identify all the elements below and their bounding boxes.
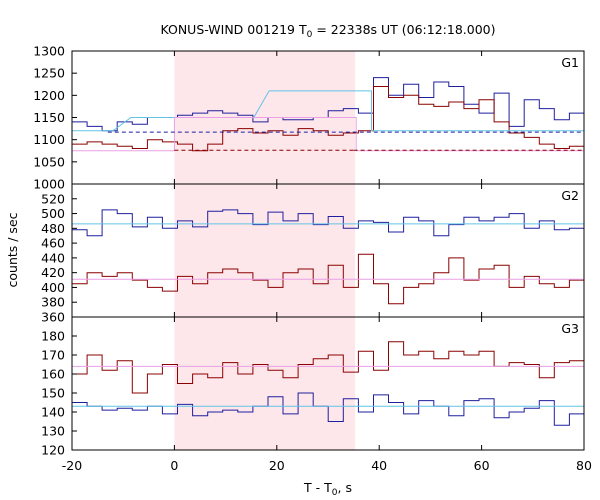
panel-label-g3: G3	[561, 321, 579, 336]
x-tick-label: -20	[62, 458, 82, 473]
y-tick-label: 400	[41, 280, 65, 295]
y-tick-label: 1050	[33, 154, 65, 169]
series-blue-0	[72, 392, 584, 426]
y-tick-label: 130	[41, 424, 65, 439]
y-tick-label: 420	[41, 265, 65, 280]
x-tick-labels: -20 0 20 40 60 80	[62, 458, 592, 473]
x-tick-label: 60	[474, 458, 490, 473]
panel-g1: 1000 1050 1100 1150 1200 1250 1300 G1	[33, 44, 585, 192]
y-tick-label: 1100	[33, 132, 65, 147]
series-cyan-2	[72, 90, 584, 132]
y-tick-label: 1150	[33, 110, 65, 125]
panels-group: 1000105011001150120012501300G13603804004…	[33, 44, 585, 458]
y-tick-label: 360	[41, 310, 65, 325]
y-tick-label: 150	[41, 386, 65, 401]
y-tick-label: 1200	[33, 88, 65, 103]
y-tick-label: 1250	[33, 66, 65, 81]
y-tick-label: 480	[41, 221, 65, 236]
x-tick-label: 40	[371, 458, 387, 473]
series-pink-3	[72, 117, 584, 152]
panel-frame	[71, 316, 585, 451]
y-tick-label: 520	[41, 191, 65, 206]
y-tick-label: 1300	[33, 44, 65, 59]
y-tick-label: 120	[41, 443, 65, 458]
y-tick-label: 500	[41, 206, 65, 221]
y-tick-label: 160	[41, 367, 65, 382]
panel-label-g2: G2	[561, 188, 579, 203]
series-red-1	[72, 341, 584, 394]
y-tick-label: 180	[41, 329, 65, 344]
y-tick-label: 460	[41, 236, 65, 251]
y-tick-label: 1000	[33, 177, 65, 192]
x-tick-label: 80	[576, 458, 592, 473]
panel-g3: 120 130 140 150 160 170 180 G3	[41, 316, 585, 458]
x-tick-label: 20	[269, 458, 285, 473]
y-axis-label: counts / sec	[5, 212, 20, 287]
y-tick-label: 170	[41, 348, 65, 363]
shaded-interval	[174, 317, 356, 450]
x-axis-label: T - T0, s	[303, 480, 352, 498]
shaded-interval	[174, 184, 356, 317]
series-blue-0	[72, 209, 584, 237]
series-red-1	[72, 86, 584, 152]
y-tick-label: 380	[41, 295, 65, 310]
series-red-1	[72, 253, 584, 305]
y-tick-label: 440	[41, 250, 65, 265]
y-tick-label: 140	[41, 405, 65, 420]
chart-title: KONUS-WIND 001219 T0 = 22338s UT (06:12:…	[160, 22, 495, 40]
panel-label-g1: G1	[561, 55, 579, 70]
x-tick-label: 0	[170, 458, 178, 473]
